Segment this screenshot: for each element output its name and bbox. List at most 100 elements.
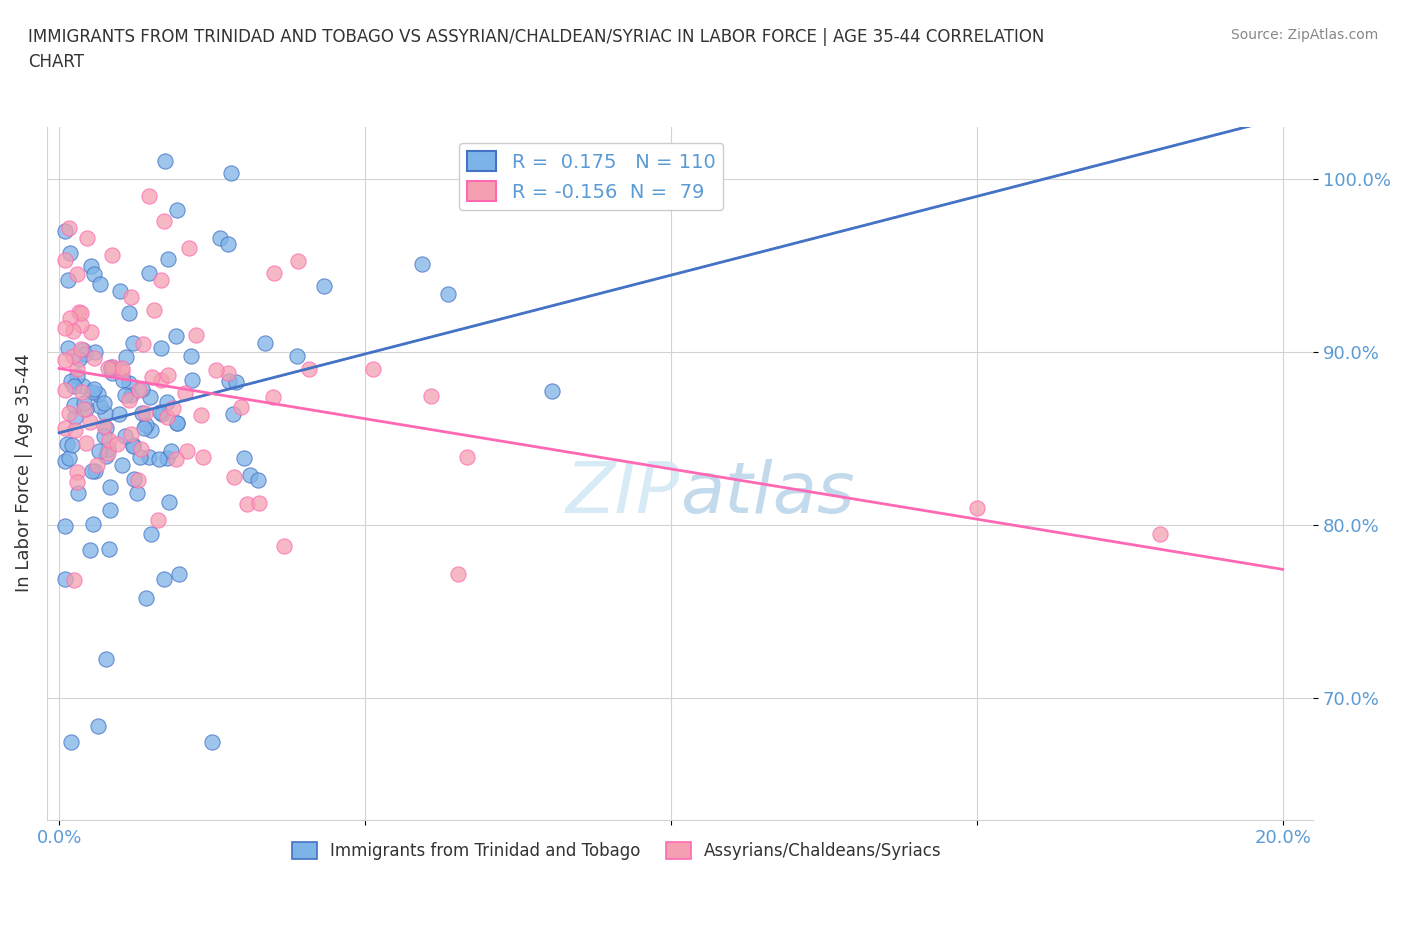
Point bbox=[118, 393, 141, 408]
Point bbox=[239, 467, 262, 482]
Point bbox=[249, 496, 271, 511]
Point bbox=[82, 385, 104, 400]
Point bbox=[129, 450, 152, 465]
Point bbox=[65, 464, 87, 479]
Point bbox=[167, 566, 190, 581]
Point bbox=[59, 246, 82, 260]
Point bbox=[53, 519, 76, 534]
Point bbox=[222, 470, 245, 485]
Point bbox=[273, 538, 295, 553]
Point bbox=[142, 302, 165, 317]
Point bbox=[180, 373, 202, 388]
Point bbox=[263, 266, 285, 281]
Point bbox=[149, 341, 172, 356]
Point bbox=[186, 328, 208, 343]
Point bbox=[98, 479, 121, 494]
Point bbox=[173, 385, 195, 400]
Point bbox=[120, 388, 142, 403]
Point bbox=[118, 306, 141, 321]
Point bbox=[165, 451, 187, 466]
Point bbox=[152, 213, 174, 228]
Point bbox=[82, 464, 104, 479]
Point bbox=[148, 451, 170, 466]
Point bbox=[83, 344, 105, 359]
Point bbox=[63, 573, 86, 588]
Point bbox=[135, 418, 157, 432]
Y-axis label: In Labor Force | Age 35-44: In Labor Force | Age 35-44 bbox=[15, 353, 32, 592]
Point bbox=[262, 390, 284, 405]
Point bbox=[156, 410, 179, 425]
Point bbox=[160, 444, 183, 458]
Point bbox=[66, 368, 89, 383]
Point bbox=[86, 458, 108, 472]
Point bbox=[165, 328, 187, 343]
Point bbox=[53, 352, 76, 367]
Point bbox=[231, 399, 253, 414]
Point bbox=[100, 359, 122, 374]
Point bbox=[217, 365, 239, 380]
Point bbox=[58, 450, 80, 465]
Point bbox=[138, 389, 160, 404]
Point bbox=[60, 734, 83, 749]
Point bbox=[89, 444, 111, 458]
Point bbox=[363, 362, 385, 377]
Point bbox=[148, 513, 170, 528]
Point bbox=[138, 189, 160, 204]
Point bbox=[73, 347, 96, 362]
Point bbox=[73, 402, 96, 417]
Point bbox=[166, 416, 188, 431]
Point bbox=[53, 420, 76, 435]
Point bbox=[156, 367, 179, 382]
Point bbox=[112, 373, 135, 388]
Point bbox=[97, 542, 120, 557]
Point bbox=[94, 652, 117, 667]
Point bbox=[70, 306, 93, 321]
Point bbox=[87, 718, 110, 733]
Point bbox=[141, 526, 163, 541]
Point bbox=[83, 267, 105, 282]
Point bbox=[176, 444, 198, 458]
Point bbox=[132, 421, 155, 436]
Point bbox=[84, 464, 107, 479]
Point bbox=[218, 374, 240, 389]
Point bbox=[69, 341, 91, 356]
Point bbox=[62, 324, 84, 339]
Point bbox=[97, 445, 120, 460]
Point bbox=[122, 472, 145, 486]
Point bbox=[157, 495, 180, 510]
Point bbox=[114, 429, 136, 444]
Point bbox=[98, 502, 121, 517]
Point bbox=[108, 407, 131, 422]
Point bbox=[66, 485, 89, 500]
Point bbox=[127, 485, 149, 500]
Point bbox=[62, 349, 84, 364]
Point bbox=[56, 341, 79, 356]
Point bbox=[225, 375, 247, 390]
Point bbox=[121, 437, 143, 452]
Point bbox=[93, 429, 115, 444]
Point bbox=[53, 572, 76, 587]
Point bbox=[66, 474, 89, 489]
Point bbox=[285, 349, 308, 364]
Point bbox=[59, 374, 82, 389]
Point bbox=[83, 351, 105, 365]
Point bbox=[94, 420, 117, 435]
Point bbox=[132, 337, 155, 352]
Point bbox=[70, 385, 93, 400]
Text: ZIP: ZIP bbox=[565, 459, 681, 528]
Point bbox=[101, 359, 124, 374]
Point bbox=[232, 450, 254, 465]
Point bbox=[135, 591, 157, 605]
Point bbox=[60, 438, 83, 453]
Point bbox=[150, 407, 173, 422]
Point bbox=[129, 441, 152, 456]
Point bbox=[122, 438, 145, 453]
Point bbox=[162, 400, 184, 415]
Legend: Immigrants from Trinidad and Tobago, Assyrians/Chaldeans/Syriacs: Immigrants from Trinidad and Tobago, Ass… bbox=[285, 835, 948, 867]
Point bbox=[79, 415, 101, 430]
Point bbox=[53, 223, 76, 238]
Point bbox=[82, 516, 104, 531]
Point bbox=[201, 734, 224, 749]
Point bbox=[101, 366, 124, 381]
Point bbox=[76, 231, 98, 246]
